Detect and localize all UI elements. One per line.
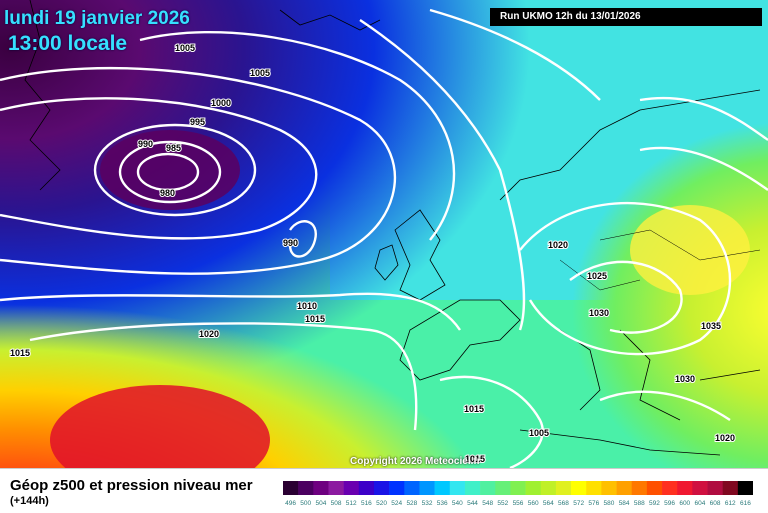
scale-swatch bbox=[646, 481, 663, 495]
scale-swatch bbox=[404, 481, 420, 495]
scale-label: 520 bbox=[376, 500, 387, 507]
scale-label: 580 bbox=[604, 500, 615, 507]
scale-label: 568 bbox=[558, 500, 569, 507]
color-scale: 496 500 504 508 512 516 520 524 528 532 536 540 544 5… bbox=[283, 481, 753, 507]
scale-label: 540 bbox=[452, 500, 463, 507]
scale-label: 608 bbox=[710, 500, 721, 507]
scale-swatch bbox=[495, 481, 511, 495]
copyright: Copyright 2026 Meteociel.fr bbox=[350, 456, 481, 467]
isobar-label: 1025 bbox=[587, 271, 607, 281]
scale-swatch bbox=[601, 481, 617, 495]
scale-label: 524 bbox=[391, 500, 402, 507]
scale-label: 528 bbox=[406, 500, 417, 507]
isobar-label: 980 bbox=[160, 188, 175, 198]
scale-label: 616 bbox=[740, 500, 751, 507]
isobar-label: 1015 bbox=[464, 404, 484, 414]
isobar-label: 1030 bbox=[675, 374, 695, 384]
scale-swatch bbox=[464, 481, 481, 495]
isobar-label: 1015 bbox=[10, 348, 30, 358]
isobar-label: 1015 bbox=[465, 454, 485, 464]
scale-label: 552 bbox=[497, 500, 508, 507]
scale-label: 600 bbox=[679, 500, 690, 507]
isobar-label: 1005 bbox=[529, 428, 549, 438]
isobars bbox=[0, 8, 768, 468]
scale-label: 592 bbox=[649, 500, 660, 507]
run-info: Run UKMO 12h du 13/01/2026 bbox=[490, 8, 762, 26]
isobar-label: 1005 bbox=[175, 43, 195, 53]
scale-label: 584 bbox=[619, 500, 630, 507]
isobar-label: 985 bbox=[166, 143, 181, 153]
scale-swatch bbox=[631, 481, 648, 495]
scale-swatch bbox=[677, 481, 693, 495]
isobar-label: 1010 bbox=[297, 301, 317, 311]
map-title: Géop z500 et pression niveau mer bbox=[10, 477, 253, 494]
isobar-label: 995 bbox=[190, 117, 205, 127]
scale-swatch bbox=[540, 481, 557, 495]
scale-swatch bbox=[555, 481, 572, 495]
scale-label: 532 bbox=[422, 500, 433, 507]
scale-label: 504 bbox=[315, 500, 326, 507]
isobar-label: 1005 bbox=[250, 68, 270, 78]
scale-swatch bbox=[737, 481, 753, 495]
scale-swatch bbox=[662, 481, 678, 495]
scale-swatch bbox=[480, 481, 496, 495]
isobar-label: 990 bbox=[138, 139, 153, 149]
scale-label: 536 bbox=[437, 500, 448, 507]
scale-swatch bbox=[419, 481, 435, 495]
isobar-label: 1020 bbox=[548, 240, 568, 250]
scale-label: 548 bbox=[482, 500, 493, 507]
scale-swatch bbox=[434, 481, 451, 495]
scale-label: 576 bbox=[588, 500, 599, 507]
scale-label: 512 bbox=[346, 500, 357, 507]
scale-swatch bbox=[358, 481, 375, 495]
scale-label: 572 bbox=[573, 500, 584, 507]
scale-label: 564 bbox=[543, 500, 554, 507]
isobar-labels: 1005 1005 1000 995 990 985 980 990 1010 … bbox=[9, 42, 736, 465]
isobar-label: 1000 bbox=[211, 98, 231, 108]
scale-label: 588 bbox=[634, 500, 645, 507]
forecast-lead: (+144h) bbox=[10, 495, 49, 507]
field-core-high bbox=[50, 385, 270, 468]
scale-label: 604 bbox=[695, 500, 706, 507]
scale-label: 516 bbox=[361, 500, 372, 507]
scale-swatch bbox=[692, 481, 708, 495]
isobar-label: 1015 bbox=[305, 314, 325, 324]
forecast-map: 1005 1005 1000 995 990 985 980 990 1010 … bbox=[0, 0, 768, 468]
scale-swatch bbox=[313, 481, 329, 495]
scale-label: 560 bbox=[528, 500, 539, 507]
scale-swatch bbox=[571, 481, 587, 495]
forecast-date: lundi 19 janvier 2026 bbox=[4, 8, 190, 29]
isobar-label: 1035 bbox=[701, 321, 721, 331]
scale-swatch bbox=[389, 481, 405, 495]
scale-label: 612 bbox=[725, 500, 736, 507]
isobar-label: 1030 bbox=[589, 308, 609, 318]
scale-swatch bbox=[298, 481, 314, 495]
scale-swatch bbox=[616, 481, 633, 495]
scale-swatch bbox=[449, 481, 466, 495]
scale-label: 544 bbox=[467, 500, 478, 507]
scale-label: 500 bbox=[300, 500, 311, 507]
scale-swatch bbox=[343, 481, 360, 495]
scale-swatch bbox=[510, 481, 526, 495]
field-east-high bbox=[630, 205, 750, 295]
scale-label: 496 bbox=[285, 500, 296, 507]
isobar-label: 1020 bbox=[199, 329, 219, 339]
scale-label: 508 bbox=[331, 500, 342, 507]
scale-swatch bbox=[283, 481, 299, 495]
scale-swatch bbox=[586, 481, 602, 495]
isobar-label: 1020 bbox=[715, 433, 735, 443]
scale-swatch bbox=[328, 481, 344, 495]
scale-swatch bbox=[373, 481, 390, 495]
scale-label: 556 bbox=[513, 500, 524, 507]
scale-swatch bbox=[525, 481, 542, 495]
scale-swatch bbox=[707, 481, 723, 495]
forecast-time: 13:00 locale bbox=[8, 32, 128, 55]
scale-swatch bbox=[722, 481, 739, 495]
scale-label: 596 bbox=[664, 500, 675, 507]
isobar-label: 990 bbox=[283, 238, 298, 248]
